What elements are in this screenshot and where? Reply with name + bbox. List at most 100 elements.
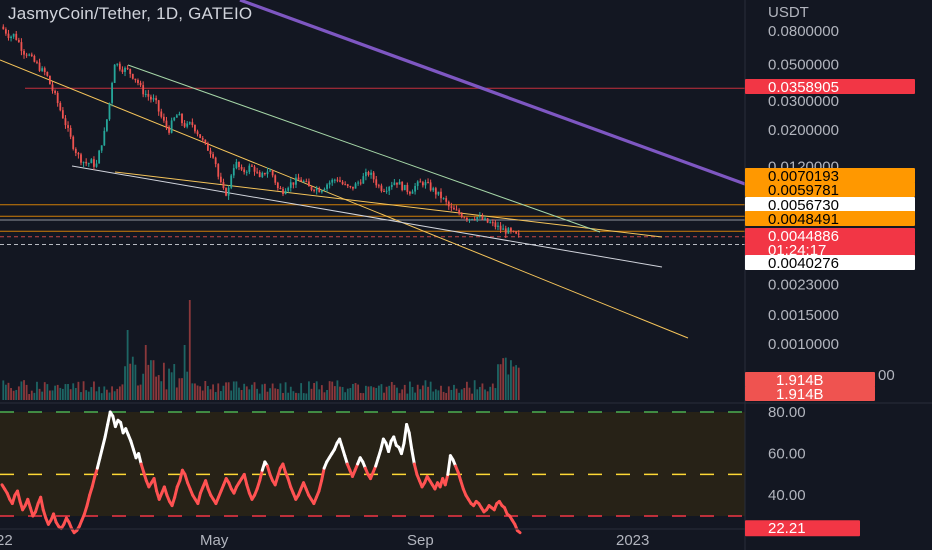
volume-bar — [126, 330, 129, 400]
rsi-line-segment — [443, 472, 450, 487]
volume-bar — [183, 345, 186, 400]
volume-bar — [333, 386, 336, 400]
candle-body — [517, 233, 520, 235]
candle-body — [390, 184, 393, 187]
candle-body — [271, 170, 274, 176]
volume-bar — [269, 388, 271, 400]
candle-body — [139, 82, 142, 86]
volume-bar — [357, 384, 360, 400]
volume-bar — [170, 372, 173, 400]
volume-bar — [30, 390, 33, 400]
candle-body — [183, 123, 186, 127]
volume-bar — [38, 388, 41, 400]
candle-body — [432, 188, 435, 191]
candle-body — [142, 85, 145, 95]
price-pane[interactable] — [0, 0, 746, 339]
candle-body — [315, 188, 318, 191]
volume-bar — [95, 391, 98, 400]
candle-body — [7, 33, 10, 39]
volume-bar — [98, 386, 101, 400]
rsi-line-segment — [399, 441, 406, 456]
time-tick-label: Sep — [407, 532, 434, 549]
volume-bar — [248, 389, 251, 400]
candle-body — [414, 185, 417, 192]
volume-bar — [165, 389, 168, 400]
candle-body — [191, 122, 194, 126]
candle-body — [494, 222, 497, 227]
rsi-line-segment — [407, 431, 414, 451]
candle-body — [502, 228, 505, 230]
volume-bar — [458, 392, 461, 400]
resistance-trendline — [127, 64, 601, 233]
price-tick-label: 0.0800000 — [768, 23, 839, 40]
volume-bar — [499, 364, 502, 400]
candle-body — [276, 182, 279, 189]
rsi-line-segment — [173, 485, 179, 499]
volume-bar — [383, 392, 385, 400]
price-tick-label: 0.0300000 — [768, 93, 839, 110]
volume-bar — [271, 383, 274, 400]
candle-body — [248, 165, 251, 172]
volume-bar — [196, 385, 199, 400]
volume-bar — [100, 393, 103, 400]
candle-body — [421, 182, 424, 186]
rsi-line-segment — [320, 466, 326, 483]
volume-bar — [292, 391, 295, 400]
candle-body — [377, 185, 380, 187]
volume-bar — [111, 386, 113, 400]
candle-body — [59, 103, 62, 111]
volume-bar — [199, 386, 202, 400]
volume-bar — [411, 386, 414, 400]
volume-bar — [323, 392, 326, 400]
volume-bar — [489, 386, 492, 400]
candle-body — [445, 198, 448, 202]
volume-bar — [69, 389, 72, 400]
volume-bar — [393, 384, 396, 400]
volume-bar — [380, 384, 383, 400]
volume-bar — [142, 373, 145, 400]
candle-body — [196, 131, 199, 135]
candle-body — [41, 68, 44, 71]
volume-bar — [103, 386, 106, 400]
volume-bar — [173, 364, 176, 400]
volume-bar — [80, 392, 82, 400]
price-axis[interactable]: USDT 0.0800000 0.0500000 0.0300000 0.0200000… — [744, 0, 932, 550]
time-axis[interactable]: 22 May Sep 2023 — [0, 528, 745, 549]
volume-bar — [49, 390, 51, 400]
candle-body — [292, 182, 295, 185]
volume-bar — [217, 383, 220, 400]
candle-body — [468, 219, 471, 221]
price-tag-box — [745, 79, 915, 94]
candle-body — [90, 159, 93, 164]
volume-bar — [232, 381, 235, 400]
candle-body — [15, 33, 18, 40]
volume-bar — [331, 381, 334, 400]
volume-bar — [453, 384, 455, 400]
time-tick-label: 2023 — [616, 532, 649, 549]
volume-bar — [54, 385, 57, 400]
candle-body — [72, 136, 75, 149]
volume-bar — [481, 383, 484, 400]
volume-bar — [308, 381, 310, 400]
volume-bar — [206, 385, 209, 400]
rsi-line-segment — [152, 477, 159, 493]
candle-body — [188, 122, 191, 124]
volume-bar — [388, 385, 391, 400]
candle-body — [103, 130, 106, 146]
volume-bar — [90, 387, 93, 400]
volume-bar — [56, 384, 59, 400]
price-tag-label: 0.0044886 — [768, 228, 839, 245]
candle-body — [352, 186, 354, 189]
volume-bar — [82, 381, 85, 400]
rsi-pane[interactable] — [0, 402, 932, 535]
candle-body — [43, 68, 46, 72]
volume-bar — [346, 388, 349, 400]
volume-bar — [318, 389, 321, 400]
candle-body — [150, 96, 152, 100]
candle-body — [455, 209, 458, 211]
purple-trendline — [239, 0, 746, 186]
candle-body — [401, 181, 404, 191]
volume-bar — [227, 382, 230, 400]
candle-body — [318, 188, 321, 193]
